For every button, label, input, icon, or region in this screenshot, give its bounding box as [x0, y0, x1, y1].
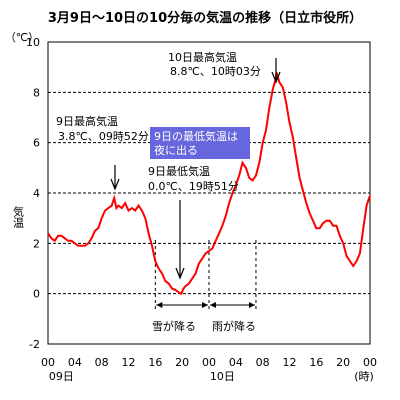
x-tick-label: 04	[68, 356, 82, 369]
x-tick-label: 16	[309, 356, 323, 369]
y-tick-label: 10	[26, 36, 40, 49]
x-tick-label: 00	[202, 356, 216, 369]
y-axis-title: 気温	[12, 205, 25, 228]
y-tick-label: 6	[33, 137, 40, 150]
min9-arrow	[175, 200, 185, 280]
max9-arrow	[110, 165, 120, 191]
y-tick-label: 0	[33, 288, 40, 301]
callout-line2: 夜に出る	[154, 143, 198, 157]
x-tick-label: 12	[283, 356, 297, 369]
snow-range-arrow-head-right	[202, 302, 208, 308]
plot-frame	[47, 41, 371, 345]
y-tick-label: 2	[33, 237, 40, 250]
snow-label: 雪が降る	[152, 319, 196, 333]
rain-range-arrow-head-left	[210, 302, 216, 308]
min9-detail: 0.0℃、19時51分	[148, 180, 239, 193]
rain-label: 雨が降る	[212, 319, 256, 333]
x-tick-label: 20	[175, 356, 189, 369]
x-tick-label: 12	[122, 356, 136, 369]
x-day-label: 10日	[210, 370, 235, 383]
max10-detail: 8.8℃、10時03分	[170, 65, 261, 78]
x-day-label: 09日	[49, 370, 74, 383]
x-tick-label: 00	[363, 356, 377, 369]
x-tick-label: 08	[256, 356, 270, 369]
chart-title: 3月9日〜10日の10分毎の気温の推移（日立市役所）	[48, 10, 362, 26]
y-tick-label: 4	[33, 187, 40, 200]
max10-title: 10日最高気温	[168, 50, 237, 64]
y-axis-ticks: -2 0 2 4 6 8 10	[26, 36, 40, 351]
rain-range-arrow-head-right	[248, 302, 255, 308]
x-tick-label: 04	[229, 356, 243, 369]
x-tick-label: 20	[336, 356, 350, 369]
callout-box	[150, 127, 250, 159]
precipitation-ranges	[154, 240, 257, 312]
y-unit-label: （℃）	[5, 31, 39, 44]
min9-title: 9日最低気温	[148, 164, 210, 178]
y-tick-label: 8	[33, 86, 40, 99]
y-tick-label: -2	[29, 338, 40, 351]
callout-line1: 9日の最低気温は	[154, 129, 238, 143]
x-tick-label: 00	[41, 356, 55, 369]
snow-range-arrow-head-left	[156, 302, 163, 308]
x-unit-label: (時)	[354, 370, 374, 383]
x-tick-label: 16	[148, 356, 162, 369]
max10-arrow	[271, 58, 281, 84]
temperature-series-line	[47, 71, 371, 296]
max9-detail: 3.8℃、09時52分	[58, 130, 149, 143]
max9-title: 9日最高気温	[56, 114, 118, 128]
x-tick-label: 08	[95, 356, 109, 369]
